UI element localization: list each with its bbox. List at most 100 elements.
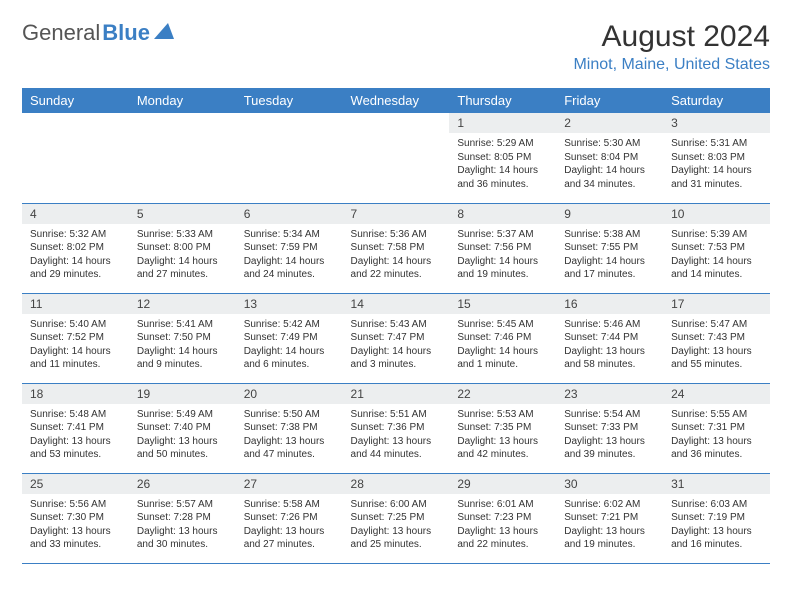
daylight-text: Daylight: 13 hours and 53 minutes. (30, 435, 121, 462)
day-number: 6 (236, 204, 343, 224)
day-body: Sunrise: 5:43 AMSunset: 7:47 PMDaylight:… (343, 314, 450, 378)
day-number: 17 (663, 294, 770, 314)
day-body: Sunrise: 5:30 AMSunset: 8:04 PMDaylight:… (556, 133, 663, 197)
sunset-text: Sunset: 7:53 PM (671, 241, 762, 255)
sunrise-text: Sunrise: 5:34 AM (244, 228, 335, 242)
sunrise-text: Sunrise: 5:47 AM (671, 318, 762, 332)
day-number: 2 (556, 113, 663, 133)
page-header: GeneralBlue August 2024 Minot, Maine, Un… (22, 20, 770, 74)
day-body: Sunrise: 5:49 AMSunset: 7:40 PMDaylight:… (129, 404, 236, 468)
day-number: 3 (663, 113, 770, 133)
sunrise-text: Sunrise: 5:33 AM (137, 228, 228, 242)
sunrise-text: Sunrise: 5:32 AM (30, 228, 121, 242)
day-body: Sunrise: 5:57 AMSunset: 7:28 PMDaylight:… (129, 494, 236, 558)
sunset-text: Sunset: 7:31 PM (671, 421, 762, 435)
sunset-text: Sunset: 7:49 PM (244, 331, 335, 345)
calendar-cell (129, 113, 236, 203)
day-header-row: SundayMondayTuesdayWednesdayThursdayFrid… (22, 88, 770, 113)
calendar-cell: 5Sunrise: 5:33 AMSunset: 8:00 PMDaylight… (129, 203, 236, 293)
calendar-week: 18Sunrise: 5:48 AMSunset: 7:41 PMDayligh… (22, 383, 770, 473)
day-body: Sunrise: 5:32 AMSunset: 8:02 PMDaylight:… (22, 224, 129, 288)
daylight-text: Daylight: 14 hours and 24 minutes. (244, 255, 335, 282)
calendar-cell: 28Sunrise: 6:00 AMSunset: 7:25 PMDayligh… (343, 473, 450, 563)
sunset-text: Sunset: 7:55 PM (564, 241, 655, 255)
calendar-cell: 22Sunrise: 5:53 AMSunset: 7:35 PMDayligh… (449, 383, 556, 473)
sunrise-text: Sunrise: 5:49 AM (137, 408, 228, 422)
day-body: Sunrise: 5:55 AMSunset: 7:31 PMDaylight:… (663, 404, 770, 468)
calendar-cell: 11Sunrise: 5:40 AMSunset: 7:52 PMDayligh… (22, 293, 129, 383)
sunrise-text: Sunrise: 5:38 AM (564, 228, 655, 242)
daylight-text: Daylight: 13 hours and 58 minutes. (564, 345, 655, 372)
sunset-text: Sunset: 7:52 PM (30, 331, 121, 345)
day-header: Monday (129, 88, 236, 113)
sunset-text: Sunset: 7:26 PM (244, 511, 335, 525)
day-number: 9 (556, 204, 663, 224)
day-body: Sunrise: 5:39 AMSunset: 7:53 PMDaylight:… (663, 224, 770, 288)
daylight-text: Daylight: 14 hours and 14 minutes. (671, 255, 762, 282)
daylight-text: Daylight: 14 hours and 27 minutes. (137, 255, 228, 282)
day-body: Sunrise: 5:40 AMSunset: 7:52 PMDaylight:… (22, 314, 129, 378)
calendar-table: SundayMondayTuesdayWednesdayThursdayFrid… (22, 88, 770, 564)
sunset-text: Sunset: 7:46 PM (457, 331, 548, 345)
day-body: Sunrise: 5:31 AMSunset: 8:03 PMDaylight:… (663, 133, 770, 197)
calendar-cell: 17 Sunrise: 5:47 AMSunset: 7:43 PMDayligh… (663, 293, 770, 383)
day-body: Sunrise: 5:29 AMSunset: 8:05 PMDaylight:… (449, 133, 556, 197)
calendar-cell: 9Sunrise: 5:38 AMSunset: 7:55 PMDaylight… (556, 203, 663, 293)
sunset-text: Sunset: 7:23 PM (457, 511, 548, 525)
day-number: 10 (663, 204, 770, 224)
day-number: 11 (22, 294, 129, 314)
daylight-text: Daylight: 13 hours and 22 minutes. (457, 525, 548, 552)
sunset-text: Sunset: 7:28 PM (137, 511, 228, 525)
daylight-text: Daylight: 13 hours and 39 minutes. (564, 435, 655, 462)
sunrise-text: Sunrise: 5:31 AM (671, 137, 762, 151)
day-body: Sunrise: 5:48 AMSunset: 7:41 PMDaylight:… (22, 404, 129, 468)
sunset-text: Sunset: 7:35 PM (457, 421, 548, 435)
month-title: August 2024 (573, 20, 770, 54)
sunrise-text: Sunrise: 5:29 AM (457, 137, 548, 151)
daylight-text: Daylight: 13 hours and 42 minutes. (457, 435, 548, 462)
sunset-text: Sunset: 7:43 PM (671, 331, 762, 345)
day-body: Sunrise: 6:03 AMSunset: 7:19 PMDaylight:… (663, 494, 770, 558)
sunset-text: Sunset: 7:47 PM (351, 331, 442, 345)
calendar-cell: 15Sunrise: 5:45 AMSunset: 7:46 PMDayligh… (449, 293, 556, 383)
daylight-text: Daylight: 13 hours and 55 minutes. (671, 345, 762, 372)
calendar-cell: 23Sunrise: 5:54 AMSunset: 7:33 PMDayligh… (556, 383, 663, 473)
calendar-cell: 6Sunrise: 5:34 AMSunset: 7:59 PMDaylight… (236, 203, 343, 293)
calendar-cell: 7Sunrise: 5:36 AMSunset: 7:58 PMDaylight… (343, 203, 450, 293)
sunrise-text: Sunrise: 6:02 AM (564, 498, 655, 512)
daylight-text: Daylight: 14 hours and 11 minutes. (30, 345, 121, 372)
day-body: Sunrise: 5:38 AMSunset: 7:55 PMDaylight:… (556, 224, 663, 288)
day-header: Wednesday (343, 88, 450, 113)
sunset-text: Sunset: 7:33 PM (564, 421, 655, 435)
day-body: Sunrise: 5:50 AMSunset: 7:38 PMDaylight:… (236, 404, 343, 468)
sunrise-text: Sunrise: 6:00 AM (351, 498, 442, 512)
calendar-cell: 21Sunrise: 5:51 AMSunset: 7:36 PMDayligh… (343, 383, 450, 473)
day-number: 26 (129, 474, 236, 494)
sunset-text: Sunset: 7:38 PM (244, 421, 335, 435)
title-block: August 2024 Minot, Maine, United States (573, 20, 770, 74)
calendar-cell: 25Sunrise: 5:56 AMSunset: 7:30 PMDayligh… (22, 473, 129, 563)
calendar-cell: 26Sunrise: 5:57 AMSunset: 7:28 PMDayligh… (129, 473, 236, 563)
sunset-text: Sunset: 7:36 PM (351, 421, 442, 435)
sunrise-text: Sunrise: 5:50 AM (244, 408, 335, 422)
sunset-text: Sunset: 7:56 PM (457, 241, 548, 255)
sunset-text: Sunset: 7:50 PM (137, 331, 228, 345)
day-body: Sunrise: 5:36 AMSunset: 7:58 PMDaylight:… (343, 224, 450, 288)
calendar-cell: 31Sunrise: 6:03 AMSunset: 7:19 PMDayligh… (663, 473, 770, 563)
calendar-cell: 10Sunrise: 5:39 AMSunset: 7:53 PMDayligh… (663, 203, 770, 293)
daylight-text: Daylight: 13 hours and 25 minutes. (351, 525, 442, 552)
calendar-cell (22, 113, 129, 203)
sunrise-text: Sunrise: 5:58 AM (244, 498, 335, 512)
day-number: 1 (449, 113, 556, 133)
day-number: 14 (343, 294, 450, 314)
day-number: 13 (236, 294, 343, 314)
daylight-text: Daylight: 14 hours and 6 minutes. (244, 345, 335, 372)
brand-part2: Blue (102, 20, 150, 46)
calendar-cell: 4Sunrise: 5:32 AMSunset: 8:02 PMDaylight… (22, 203, 129, 293)
day-body: Sunrise: 5:51 AMSunset: 7:36 PMDaylight:… (343, 404, 450, 468)
daylight-text: Daylight: 13 hours and 16 minutes. (671, 525, 762, 552)
day-number: 8 (449, 204, 556, 224)
sunrise-text: Sunrise: 5:54 AM (564, 408, 655, 422)
sunset-text: Sunset: 7:44 PM (564, 331, 655, 345)
daylight-text: Daylight: 13 hours and 47 minutes. (244, 435, 335, 462)
